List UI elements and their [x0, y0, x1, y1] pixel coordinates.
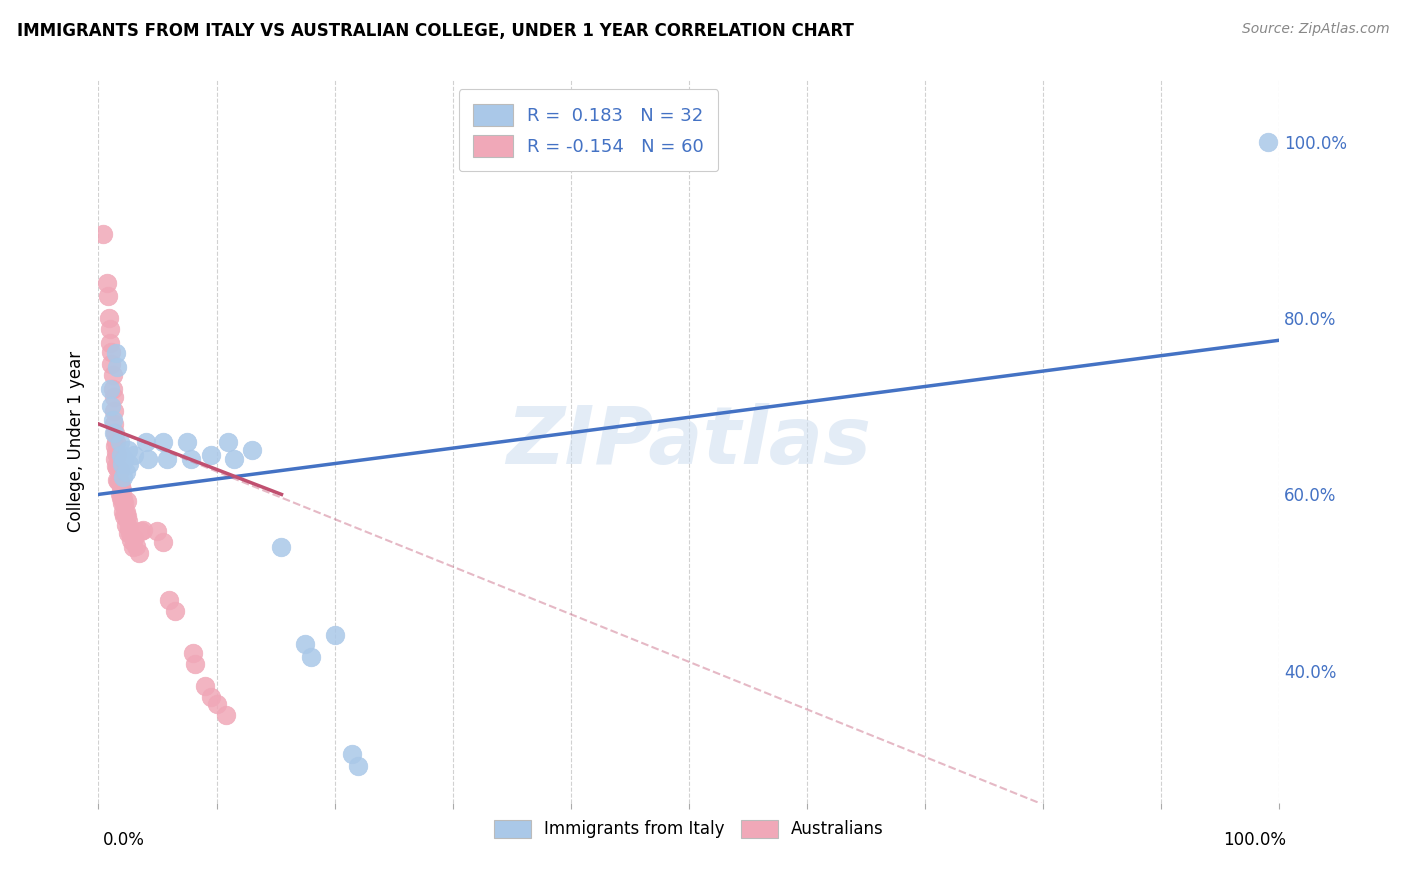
Point — [118, 521, 141, 535]
Point — [98, 311, 121, 326]
Point — [205, 697, 228, 711]
Point — [122, 532, 145, 546]
Point — [108, 434, 131, 449]
Point — [97, 289, 120, 303]
Legend: Immigrants from Italy, Australians: Immigrants from Italy, Australians — [488, 813, 890, 845]
Point — [224, 452, 246, 467]
Point — [1257, 135, 1279, 149]
Point — [105, 459, 128, 474]
Point — [165, 604, 187, 618]
Point — [117, 443, 139, 458]
Point — [96, 276, 118, 290]
Point — [217, 434, 239, 449]
Point — [111, 496, 134, 510]
Point — [103, 425, 125, 440]
Point — [112, 509, 135, 524]
Point — [270, 541, 292, 555]
Point — [194, 680, 217, 694]
Y-axis label: College, Under 1 year: College, Under 1 year — [66, 351, 84, 533]
Point — [98, 335, 121, 350]
Text: 0.0%: 0.0% — [103, 831, 145, 849]
Point — [128, 545, 150, 559]
Point — [240, 443, 263, 458]
Point — [114, 505, 136, 519]
Point — [114, 518, 136, 533]
Point — [342, 747, 364, 762]
Point — [104, 425, 127, 440]
Point — [347, 759, 370, 773]
Point — [157, 593, 180, 607]
Point — [215, 707, 238, 722]
Text: IMMIGRANTS FROM ITALY VS AUSTRALIAN COLLEGE, UNDER 1 YEAR CORRELATION CHART: IMMIGRANTS FROM ITALY VS AUSTRALIAN COLL… — [17, 22, 853, 40]
Point — [108, 487, 131, 501]
Point — [121, 533, 143, 548]
Point — [117, 526, 139, 541]
Point — [103, 391, 125, 405]
Point — [184, 657, 207, 671]
Point — [100, 344, 122, 359]
Point — [112, 470, 135, 484]
Point — [100, 357, 122, 371]
Point — [105, 461, 128, 475]
Point — [115, 494, 138, 508]
Point — [103, 417, 125, 431]
Point — [105, 473, 128, 487]
Point — [136, 452, 159, 467]
Point — [152, 434, 174, 449]
Point — [112, 496, 135, 510]
Point — [114, 466, 136, 480]
Point — [299, 650, 322, 665]
Point — [117, 514, 139, 528]
Point — [100, 399, 122, 413]
Point — [156, 452, 179, 467]
Point — [110, 478, 132, 492]
Point — [111, 483, 134, 497]
Point — [105, 346, 128, 360]
Point — [112, 491, 135, 506]
Point — [105, 359, 128, 374]
Point — [104, 452, 127, 467]
Point — [112, 505, 135, 519]
Point — [176, 434, 198, 449]
Point — [323, 628, 346, 642]
Point — [112, 452, 135, 467]
Point — [135, 434, 157, 449]
Point — [122, 448, 145, 462]
Point — [132, 523, 155, 537]
Point — [110, 448, 132, 462]
Point — [111, 457, 134, 471]
Point — [108, 475, 131, 489]
Point — [115, 509, 138, 524]
Point — [200, 690, 222, 704]
Point — [104, 439, 127, 453]
Point — [107, 461, 129, 475]
Point — [98, 382, 121, 396]
Point — [101, 382, 124, 396]
Text: ZIPatlas: ZIPatlas — [506, 402, 872, 481]
Point — [98, 322, 121, 336]
Point — [110, 491, 132, 505]
Point — [105, 445, 128, 459]
Point — [118, 457, 141, 471]
Point — [120, 526, 142, 541]
Text: 100.0%: 100.0% — [1223, 831, 1286, 849]
Point — [108, 463, 131, 477]
Point — [129, 524, 152, 539]
Point — [200, 448, 222, 462]
Point — [103, 403, 125, 417]
Point — [101, 368, 124, 383]
Point — [180, 452, 202, 467]
Point — [101, 412, 124, 426]
Point — [91, 227, 114, 242]
Point — [294, 637, 316, 651]
Point — [105, 434, 128, 449]
Point — [125, 539, 148, 553]
Point — [121, 541, 143, 555]
Point — [105, 448, 128, 462]
Point — [107, 474, 129, 488]
Point — [181, 646, 204, 660]
Point — [146, 524, 169, 539]
Point — [152, 535, 174, 549]
Text: Source: ZipAtlas.com: Source: ZipAtlas.com — [1241, 22, 1389, 37]
